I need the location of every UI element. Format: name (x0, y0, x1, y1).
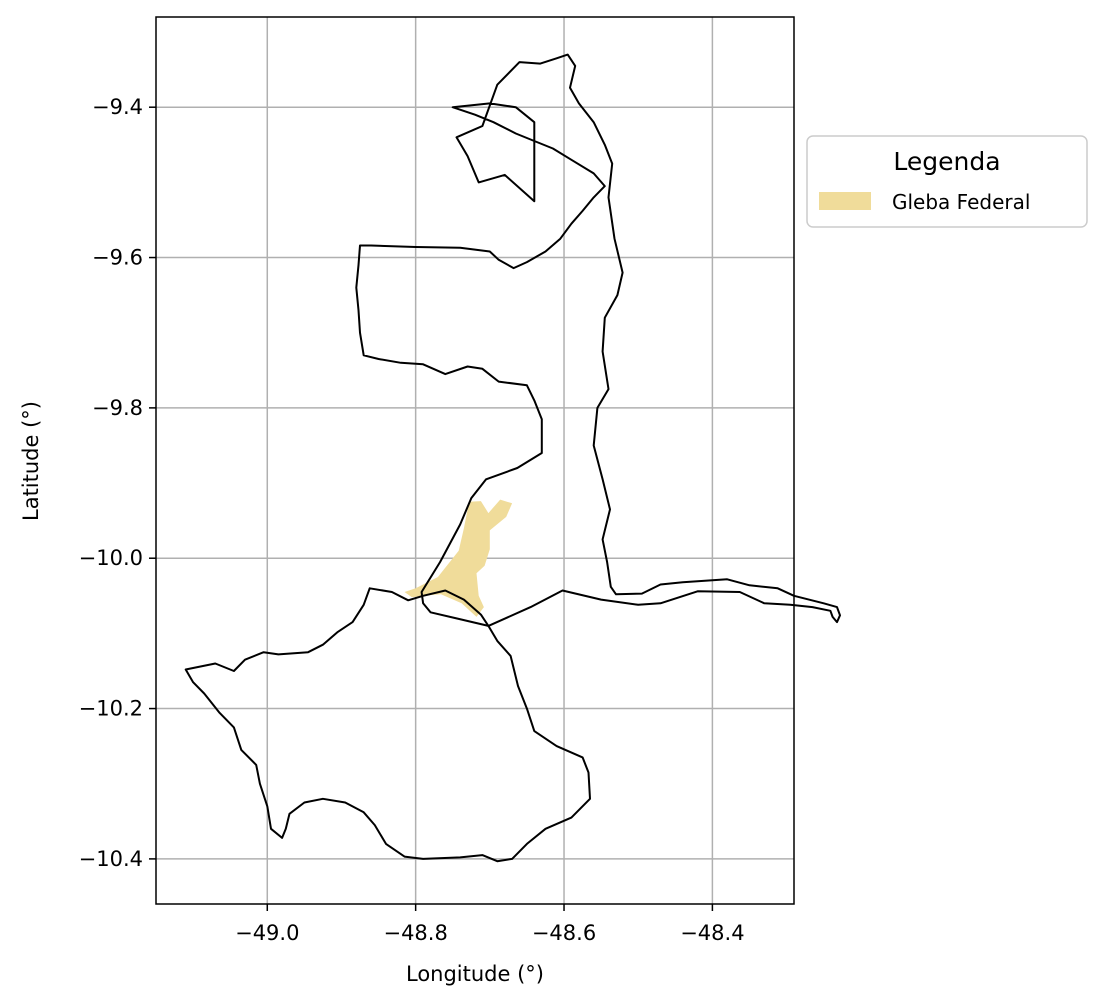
y-tick-label: −10.2 (79, 697, 143, 721)
y-tick-label: −10.0 (79, 546, 143, 570)
y-tick-label: −10.4 (79, 847, 143, 871)
x-tick-label: −48.4 (680, 921, 744, 945)
x-tick-label: −48.8 (383, 921, 447, 945)
y-tick-label: −9.8 (92, 396, 143, 420)
grid-lines (156, 17, 794, 904)
x-tick-label: −48.6 (532, 921, 596, 945)
gleba-federal-polygon (404, 499, 513, 617)
x-axis-title: Longitude (°) (406, 962, 544, 986)
legend-swatch-gleba-federal (819, 192, 871, 210)
y-tick-label: −9.4 (92, 95, 143, 119)
boundary-south (184, 587, 591, 863)
y-axis-title: Latitude (°) (19, 401, 43, 521)
gleba-federal-layer (404, 499, 513, 617)
legend-title: Legenda (893, 147, 1000, 176)
y-axis-ticks: −9.4 −9.6 −9.8 −10.0 −10.2 −10.4 (79, 95, 156, 871)
municipal-boundaries-layer (184, 53, 841, 863)
x-tick-label: −49.0 (235, 921, 299, 945)
x-axis-ticks: −49.0 −48.8 −48.6 −48.4 (235, 904, 745, 945)
legend-box (806, 135, 1088, 228)
plot-frame (155, 16, 795, 905)
legend-label-gleba-federal: Gleba Federal (892, 190, 1030, 214)
legend: Legenda Gleba Federal (806, 135, 1088, 228)
y-tick-label: −9.6 (92, 246, 143, 270)
boundary-north (355, 53, 841, 627)
